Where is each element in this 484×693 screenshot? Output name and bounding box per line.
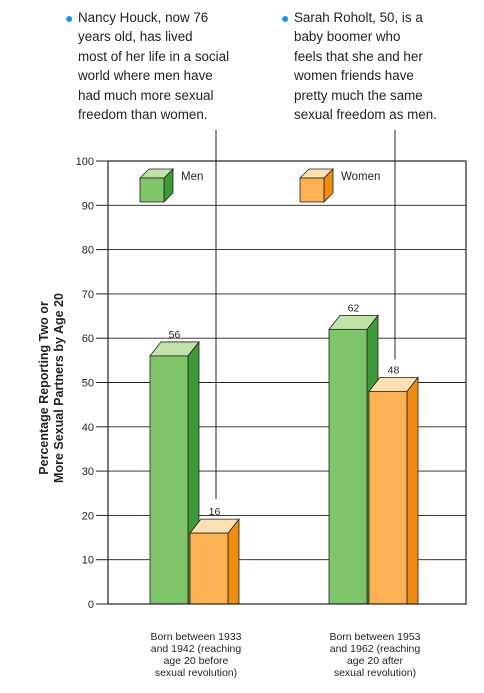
x-category-label-line: and 1942 (reaching — [151, 643, 242, 655]
y-tick-label: 40 — [82, 422, 94, 434]
bar-women-side — [406, 376, 419, 605]
x-category-label-line: and 1962 (reaching — [330, 643, 421, 655]
x-axis-categories: Born between 1933 and 1942 (reaching age 2… — [150, 631, 420, 679]
legend-men-front — [139, 177, 165, 203]
callout-nancy-houck: ● Nancy Houck, now 76 years old, has liv… — [65, 8, 278, 124]
bullet-icon: ● — [65, 10, 74, 26]
legend-women-front — [299, 177, 325, 203]
callout-connectors — [215, 130, 396, 500]
legend-men: Men — [139, 168, 203, 203]
bar-women — [368, 376, 419, 605]
y-axis-label: Percentage Reporting Two orMore Sexual P… — [37, 293, 66, 483]
data-label-women: 16 — [209, 506, 221, 518]
bullet-icon: ● — [281, 10, 290, 26]
x-category-label-line: age 20 before — [164, 655, 229, 667]
bar-women — [189, 517, 240, 605]
y-tick-label: 30 — [82, 466, 94, 478]
data-label-men: 62 — [348, 302, 360, 314]
y-tick-label: 90 — [82, 200, 94, 212]
x-category-label-line: Born between 1933 — [150, 631, 241, 643]
data-label-men: 56 — [169, 329, 181, 341]
callout-text: Sarah Roholt, 50, is a baby boomer who f… — [294, 10, 437, 123]
y-tick-label: 70 — [82, 289, 94, 301]
y-tick-label: 0 — [88, 599, 94, 611]
y-axis-ticks: 0 10 20 30 40 50 60 70 80 90 100 — [76, 156, 108, 611]
bar-women-front — [189, 532, 229, 605]
x-category-label-line: sexual revolution) — [334, 667, 416, 679]
plot-frame — [107, 160, 467, 605]
x-category-label-line: age 20 after — [347, 655, 404, 667]
callout-sarah-roholt: ● Sarah Roholt, 50, is a baby boomer who… — [281, 8, 484, 124]
y-tick-label: 20 — [82, 510, 94, 522]
bars — [149, 314, 419, 605]
x-category-label-line: sexual revolution) — [155, 667, 237, 679]
callout-text: Nancy Houck, now 76 years old, has lived… — [78, 10, 230, 123]
y-tick-label: 100 — [76, 156, 94, 168]
legend-women: Women — [299, 168, 380, 203]
bar-men-front — [328, 328, 368, 605]
y-axis-label-line: More Sexual Partners by Age 20 — [52, 293, 66, 483]
y-tick-label: 50 — [82, 378, 94, 390]
legend: Men Women — [139, 168, 380, 203]
bar-women-side — [227, 517, 240, 605]
x-category-label: Born between 1953 and 1962 (reaching age 2… — [329, 631, 420, 679]
y-tick-label: 10 — [82, 555, 94, 567]
y-axis-label-line: Percentage Reporting Two or — [37, 301, 51, 475]
x-category-label: Born between 1933 and 1942 (reaching age 2… — [150, 631, 241, 679]
x-category-label-line: Born between 1953 — [329, 631, 420, 643]
legend-label: Men — [181, 171, 203, 183]
bar-men-front — [149, 355, 189, 605]
data-label-women: 48 — [388, 364, 400, 376]
y-tick-label: 60 — [82, 333, 94, 345]
y-tick-label: 80 — [82, 245, 94, 257]
data-labels: 56 16 62 48 — [169, 302, 400, 518]
legend-label: Women — [341, 171, 380, 183]
bar-women-front — [368, 390, 408, 605]
